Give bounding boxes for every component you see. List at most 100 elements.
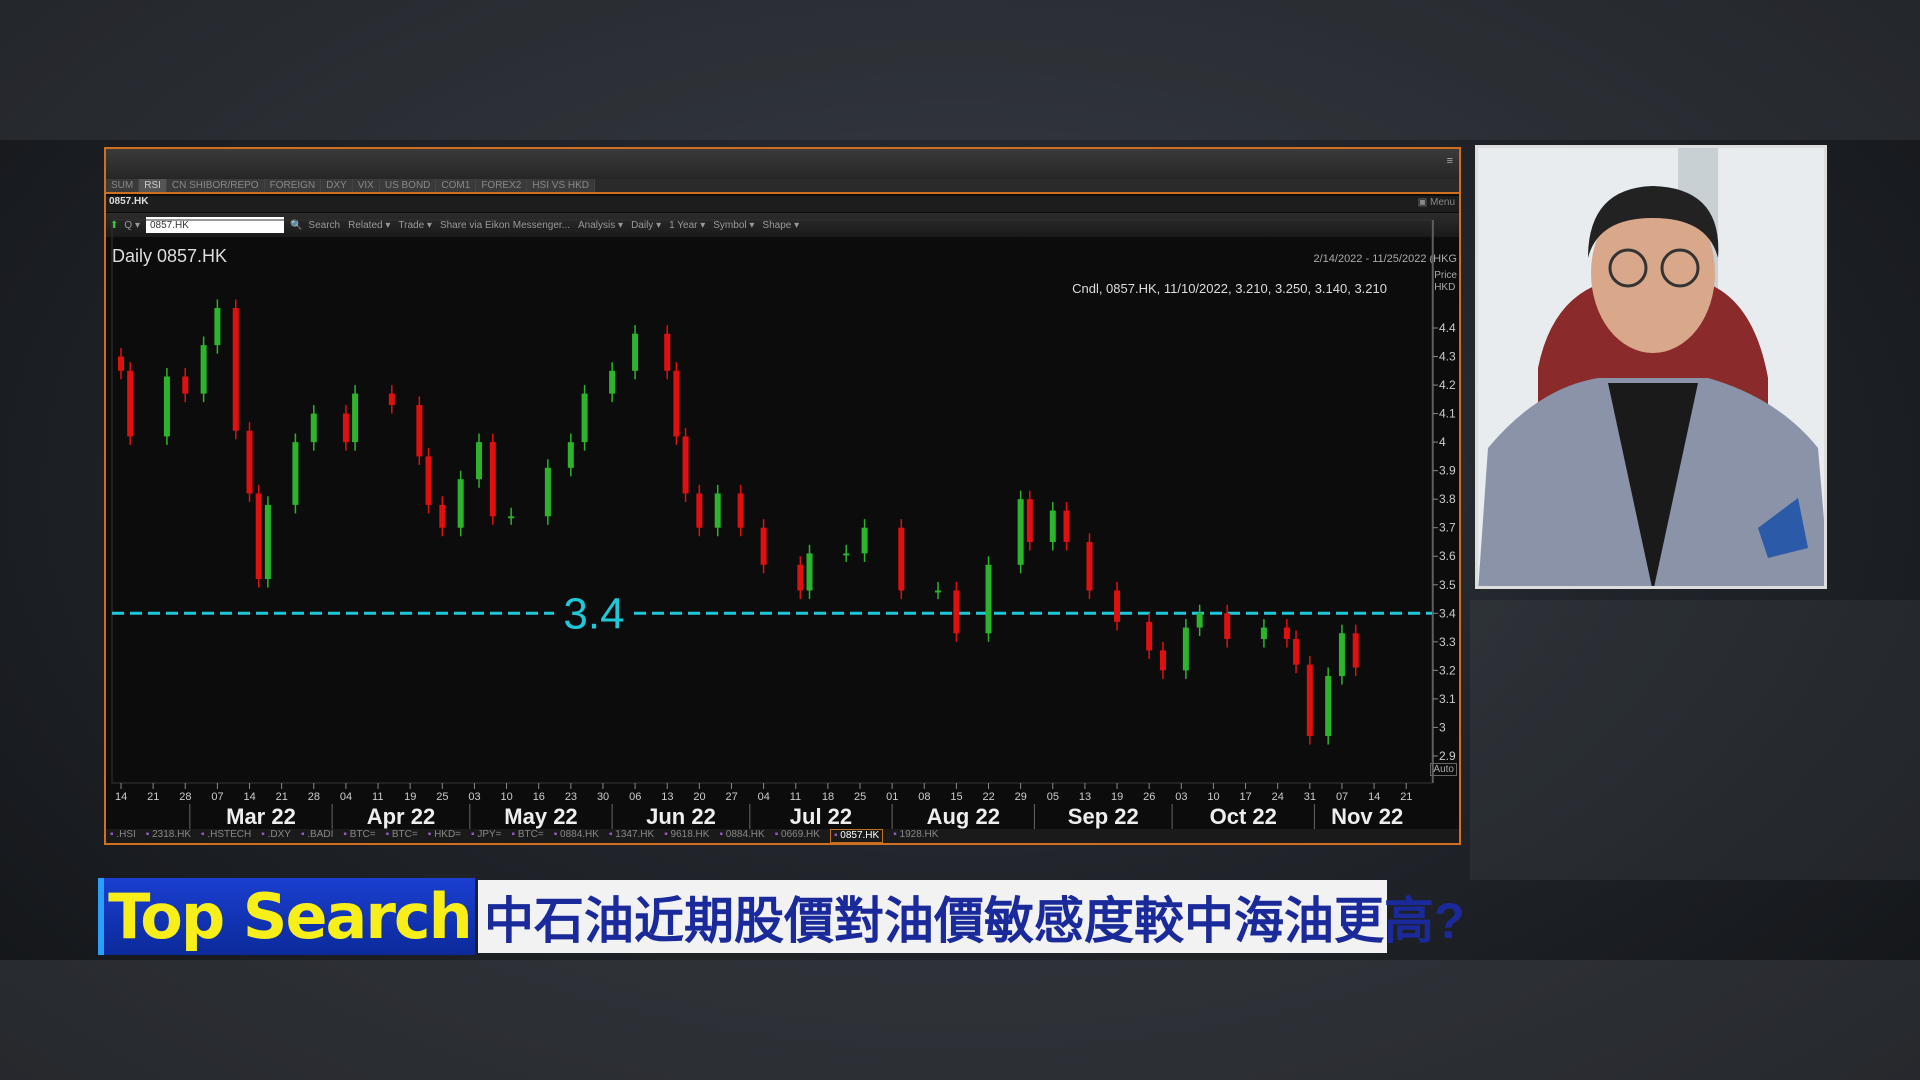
chart-toolbar: ⬆ Q ▾ 🔍 Search Related ▾ Trade ▾ Share via E… xyxy=(106,213,1459,237)
symbol-tab[interactable]: BTC= xyxy=(386,829,418,843)
top-search-tag: Top Search xyxy=(98,878,475,955)
tab-com1[interactable]: COM1 xyxy=(436,179,477,192)
x-tick-label: 13 xyxy=(1079,791,1091,803)
x-tick-label: 11 xyxy=(372,791,383,803)
candle-body xyxy=(696,493,703,528)
tab-foreign[interactable]: FOREIGN xyxy=(264,179,322,192)
y-tick-label: 3.2 xyxy=(1439,663,1456,677)
toolbar-item[interactable]: Shape ▾ xyxy=(762,219,800,231)
candle-body xyxy=(1146,621,1153,651)
candle-body xyxy=(255,493,262,580)
candle-body xyxy=(609,370,616,394)
y-tick-label: 4.1 xyxy=(1439,407,1456,421)
price-chart[interactable]: 4.4 4.3 4.2 4.1 4 3.9 3.8 3.7 3.6 3.5 3.4 3.3 3.2 3.1… xyxy=(106,149,1463,847)
symbol-tab[interactable]: 1928.HK xyxy=(893,829,939,843)
x-tick-label: 19 xyxy=(1111,791,1123,803)
candle-readout: Cndl, 0857.HK, 11/10/2022, 3.210, 3.250,… xyxy=(1072,281,1387,296)
tab-cn-shibor-repo[interactable]: CN SHIBOR/REPO xyxy=(166,179,265,192)
candle-body xyxy=(1182,627,1189,671)
x-tick-label: 15 xyxy=(950,791,962,803)
candle-body xyxy=(664,333,671,371)
y-tick-label: 3.7 xyxy=(1439,521,1456,535)
toolbar-item[interactable]: 1 Year ▾ xyxy=(669,219,706,231)
y-tick-label: 4.4 xyxy=(1439,321,1456,335)
x-tick-label: 11 xyxy=(790,791,801,803)
toolbar-item[interactable]: Related ▾ xyxy=(348,219,391,231)
support-label-bg xyxy=(554,591,634,636)
symbol-tab[interactable]: BTC= xyxy=(512,829,544,843)
x-tick-label: 23 xyxy=(565,791,577,803)
plot-area xyxy=(111,219,1433,784)
symbol-tab[interactable]: 0884.HK xyxy=(719,829,765,843)
y-tick-label: 3.9 xyxy=(1439,464,1456,478)
symbol-tab[interactable]: 9618.HK xyxy=(664,829,710,843)
symbol-tab[interactable]: .HSI xyxy=(110,829,135,843)
candle-body xyxy=(953,590,960,634)
toolbar-item[interactable]: Search xyxy=(308,219,341,231)
toolbar-item[interactable]: Trade ▾ xyxy=(398,219,432,231)
x-tick-label: 04 xyxy=(340,791,352,803)
toolbar-item[interactable]: Share via Eikon Messenger... xyxy=(439,219,571,231)
symbol-tab[interactable]: .BADI xyxy=(301,829,333,843)
tab-rsi[interactable]: RSI xyxy=(139,179,167,192)
y-tick-label: 3.4 xyxy=(1439,606,1456,620)
symbol-tab[interactable]: BTC= xyxy=(343,829,376,843)
candle-body xyxy=(1017,499,1024,565)
background-block xyxy=(0,960,1920,1080)
month-label: Oct 22 xyxy=(1210,804,1277,829)
candle-body xyxy=(1026,499,1033,542)
x-tick-label: 28 xyxy=(179,791,191,803)
candle-body xyxy=(1049,510,1056,542)
background-block xyxy=(1470,600,1920,880)
auto-scale-button[interactable]: Auto xyxy=(1430,763,1457,776)
quote-icon[interactable]: Q ▾ xyxy=(124,219,140,231)
presenter-image xyxy=(1478,148,1824,586)
symbol-tab[interactable]: .DXY xyxy=(261,829,291,843)
candle-body xyxy=(1086,541,1093,591)
candle-body xyxy=(457,479,464,528)
tab-us-bond[interactable]: US BOND xyxy=(379,179,437,192)
menu-button[interactable]: ▣ Menu xyxy=(1417,197,1455,208)
toolbar-item[interactable]: Analysis ▾ xyxy=(578,219,624,231)
hamburger-icon[interactable]: ≡ xyxy=(1446,155,1453,167)
candle-body xyxy=(200,345,207,394)
x-tick-label: 22 xyxy=(983,791,995,803)
tab-vix[interactable]: VIX xyxy=(352,179,380,192)
toolbar-item[interactable]: Symbol ▾ xyxy=(713,219,755,231)
tab-dxy[interactable]: DXY xyxy=(321,179,353,192)
candle-body xyxy=(352,393,359,443)
candle-body xyxy=(1063,510,1070,542)
toolbar-item[interactable]: Daily ▾ xyxy=(631,219,662,231)
month-label: Jun 22 xyxy=(646,804,716,829)
ric-title: 0857.HK xyxy=(109,196,149,207)
symbol-tab[interactable]: 1347.HK xyxy=(609,829,654,843)
month-label: Nov 22 xyxy=(1331,804,1403,829)
tab-hsi-vs-hkd[interactable]: HSI VS HKD xyxy=(527,179,596,192)
candle-body xyxy=(425,456,432,505)
candle-body xyxy=(1325,676,1332,736)
symbol-tab[interactable]: 0884.HK xyxy=(554,829,599,843)
candle-body xyxy=(861,527,868,554)
symbol-tab[interactable]: .HSTECH xyxy=(201,829,251,843)
candle-body xyxy=(489,442,496,517)
symbol-tab[interactable]: 0857.HK xyxy=(829,829,884,843)
x-tick-label: 17 xyxy=(1240,791,1252,803)
tab-forex2[interactable]: FOREX2 xyxy=(476,179,528,192)
ric-input[interactable] xyxy=(145,217,284,233)
symbol-tab[interactable]: 0669.HK xyxy=(775,829,820,843)
x-tick-label: 07 xyxy=(1336,791,1348,803)
tab-sum[interactable]: SUM xyxy=(106,179,140,192)
x-tick-label: 06 xyxy=(629,791,641,803)
x-tick-label: 14 xyxy=(115,791,127,803)
x-tick-label: 13 xyxy=(661,791,673,803)
axis-unit: Price HKD xyxy=(1434,270,1457,294)
menu-label: Menu xyxy=(1429,197,1455,208)
symbol-tab[interactable]: JPY= xyxy=(471,829,501,843)
candle-body xyxy=(508,516,515,519)
symbol-tab[interactable]: HKD= xyxy=(428,829,461,843)
symbol-tab[interactable]: 2318.HK xyxy=(146,829,191,843)
candle-body xyxy=(760,527,767,565)
candle-body xyxy=(632,333,639,371)
candle-body xyxy=(985,564,992,634)
x-tick-label: 07 xyxy=(211,791,223,803)
